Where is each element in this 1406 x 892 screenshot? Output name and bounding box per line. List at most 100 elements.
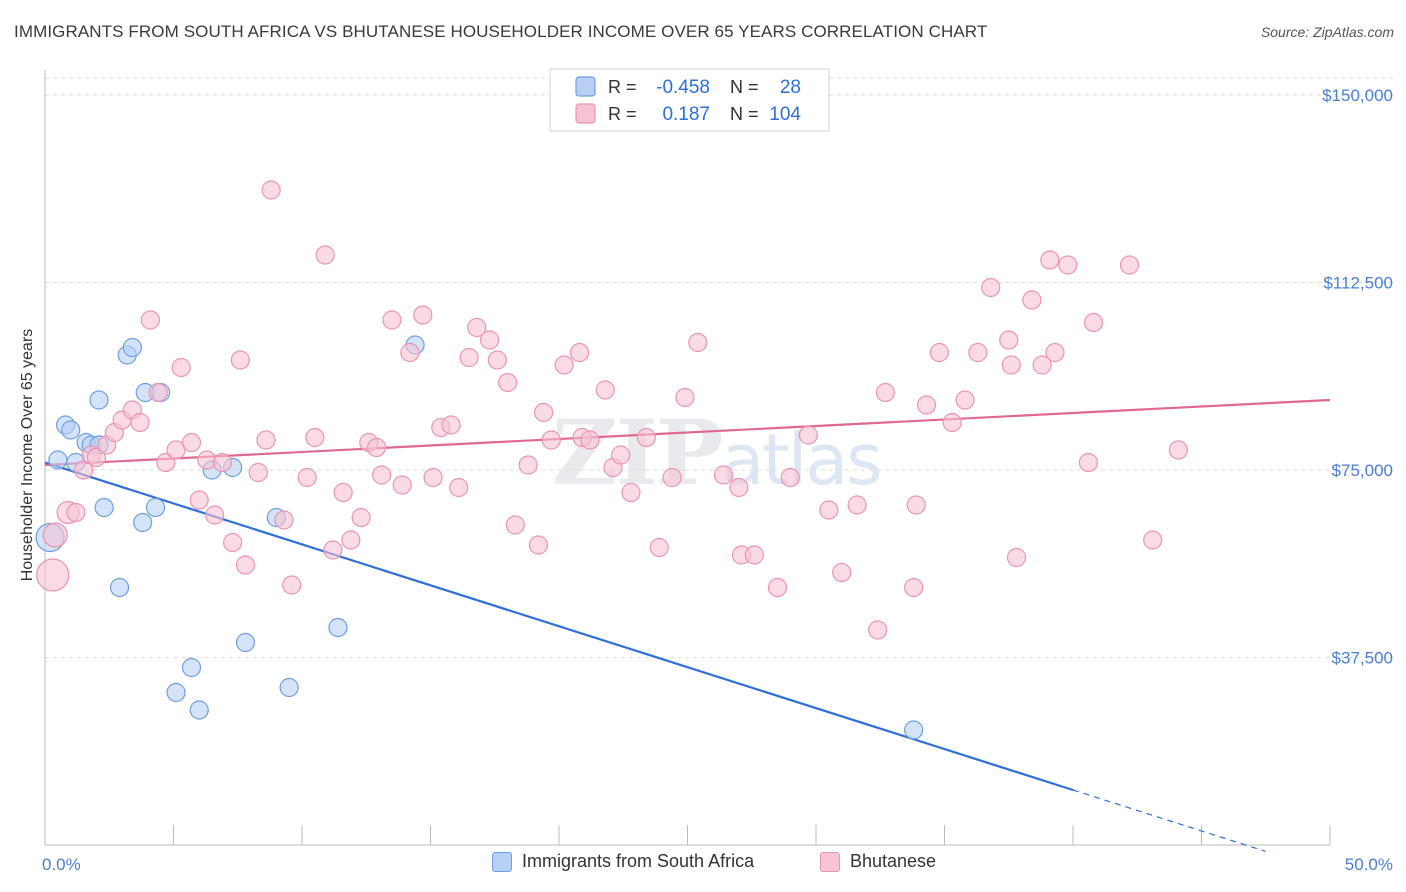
bhutanese-point bbox=[248, 462, 268, 483]
bhutanese-point bbox=[906, 495, 926, 515]
bhutanese-point bbox=[140, 310, 160, 330]
south-africa-point bbox=[145, 497, 166, 518]
south-africa-point bbox=[61, 420, 81, 440]
bhutanese-point bbox=[929, 342, 949, 363]
legend-n-label: N = bbox=[730, 77, 759, 97]
bhutanese-point bbox=[86, 447, 107, 468]
chart-title: IMMIGRANTS FROM SOUTH AFRICA VS BHUTANES… bbox=[14, 22, 988, 41]
bhutanese-point bbox=[1032, 355, 1052, 375]
series-legend: Immigrants from South Africa Bhutanese bbox=[0, 851, 1406, 877]
y-tick-label: $112,500 bbox=[1323, 274, 1393, 293]
bhutanese-point bbox=[256, 430, 276, 450]
bhutanese-point bbox=[351, 507, 371, 528]
bhutanese-point bbox=[904, 577, 924, 598]
bhutanese-point bbox=[372, 465, 392, 485]
y-tick-label: $37,500 bbox=[1332, 649, 1393, 668]
legend-r-value: -0.458 bbox=[656, 77, 710, 98]
bhutanese-point bbox=[400, 342, 420, 363]
bhutanese-point bbox=[366, 437, 387, 458]
south-africa-point bbox=[181, 657, 202, 678]
legend-label-bhutanese: Bhutanese bbox=[850, 851, 937, 871]
bhutanese-point bbox=[333, 482, 353, 503]
legend-n-value: 104 bbox=[769, 104, 801, 125]
bhutanese-point bbox=[968, 342, 988, 363]
south-africa-point bbox=[279, 677, 299, 698]
bhutanese-point bbox=[181, 432, 202, 453]
bhutanese-point bbox=[382, 310, 402, 330]
bhutanese-point bbox=[235, 555, 256, 575]
bhutanese-point bbox=[675, 387, 695, 408]
south-africa-point bbox=[109, 577, 130, 598]
bhutanese-point bbox=[981, 277, 1001, 298]
bhutanese-point bbox=[42, 522, 68, 548]
legend-r-value: 0.187 bbox=[662, 104, 710, 125]
bhutanese-point bbox=[315, 245, 335, 265]
south-africa-point bbox=[133, 512, 153, 533]
bhutanese-point bbox=[274, 510, 294, 530]
bhutanese-point bbox=[595, 380, 615, 400]
bhutanese-point bbox=[156, 452, 176, 473]
legend-n-label: N = bbox=[730, 104, 759, 124]
y-axis-label: Householder Income Over 65 years bbox=[19, 328, 36, 582]
bhutanese-point bbox=[480, 330, 500, 350]
bhutanese-point bbox=[541, 430, 561, 450]
bhutanese-point bbox=[847, 495, 867, 515]
axes bbox=[44, 70, 1331, 846]
bhutanese-point bbox=[189, 490, 209, 510]
bhutanese-point bbox=[832, 562, 852, 583]
bhutanese-point bbox=[1078, 452, 1099, 473]
x-tick-label: 0.0% bbox=[42, 855, 81, 874]
bhutanese-point bbox=[767, 577, 788, 598]
bhutanese-point bbox=[467, 317, 487, 338]
legend-item-bhutanese: Bhutanese bbox=[820, 851, 936, 872]
bhutanese-point bbox=[569, 342, 590, 363]
south-africa-point bbox=[166, 682, 186, 703]
south-africa-point bbox=[189, 700, 209, 720]
bhutanese-point bbox=[498, 372, 518, 393]
bhutanese-point bbox=[1006, 547, 1027, 568]
bhutanese-point bbox=[729, 477, 749, 498]
bhutanese-point bbox=[1143, 530, 1163, 550]
bhutanese-point bbox=[459, 347, 479, 368]
bhutanese-point bbox=[1001, 355, 1021, 375]
bhutanese-point bbox=[212, 452, 232, 473]
legend-r-label: R = bbox=[608, 104, 637, 124]
bhutanese-point bbox=[999, 330, 1019, 350]
bhutanese-point bbox=[528, 535, 549, 555]
bhutanese-point bbox=[441, 415, 461, 435]
bhutanese-point bbox=[688, 332, 708, 353]
bhutanese-point bbox=[875, 382, 895, 403]
bhutanese-point bbox=[1083, 312, 1104, 333]
bhutanese-point bbox=[744, 545, 764, 565]
bhutanese-point bbox=[942, 412, 962, 433]
y-tick-label: $75,000 bbox=[1332, 461, 1393, 480]
bhutanese-point bbox=[66, 502, 86, 523]
legend-swatch-blue bbox=[575, 76, 596, 97]
south-africa-point bbox=[328, 617, 348, 638]
bhutanese-point bbox=[423, 467, 443, 488]
bhutanese-point bbox=[1022, 290, 1042, 310]
legend-r-label: R = bbox=[608, 77, 637, 97]
bhutanese-point bbox=[662, 467, 682, 488]
bhutanese-point bbox=[554, 355, 574, 375]
bhutanese-point bbox=[621, 482, 641, 503]
bhutanese-point bbox=[130, 412, 150, 433]
legend-swatch-south-africa bbox=[492, 851, 512, 872]
correlation-legend: R = -0.458 N = 28 R = 0.187 N = 104 bbox=[549, 68, 830, 132]
bhutanese-point bbox=[580, 430, 600, 450]
bhutanese-point bbox=[1045, 342, 1065, 363]
south-africa-point bbox=[904, 720, 924, 740]
source-note: Source: ZipAtlas.com bbox=[1260, 24, 1394, 40]
bhutanese-point bbox=[305, 427, 325, 448]
bhutanese-point bbox=[282, 575, 302, 595]
south-africa-point bbox=[235, 632, 256, 653]
bhutanese-point bbox=[223, 532, 243, 553]
bhutanese-point bbox=[261, 180, 281, 200]
bhutanese-point bbox=[230, 350, 250, 370]
bhutanese-point bbox=[611, 445, 631, 465]
south-africa-point bbox=[48, 450, 68, 470]
bhutanese-point bbox=[798, 425, 818, 445]
bhutanese-point bbox=[205, 505, 225, 525]
bhutanese-point bbox=[955, 390, 975, 410]
